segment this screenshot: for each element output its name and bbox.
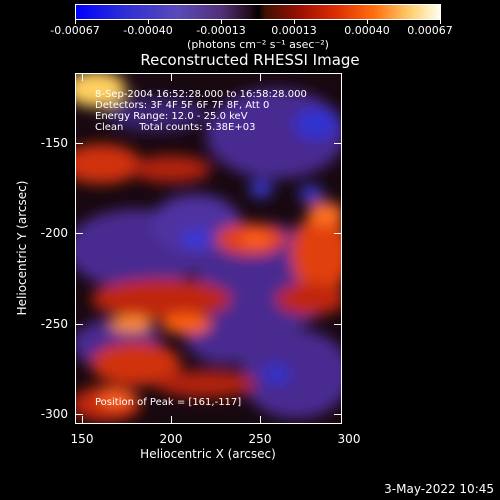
x-tick [260, 73, 261, 81]
image-title: Reconstructed RHESSI Image [140, 51, 360, 69]
colorbar-tick-label: -0.00040 [123, 24, 173, 37]
colorbar-tick [221, 20, 222, 24]
y-tick [75, 233, 83, 234]
y-tick [334, 414, 342, 415]
colorbar-tick [75, 20, 76, 24]
energy-range-text: Energy Range: 12.0 - 25.0 keV [95, 111, 248, 122]
colorbar-tick-label: 0.00013 [271, 24, 317, 37]
x-tick [260, 416, 261, 424]
colorbar-tick-label: 0.00040 [344, 24, 390, 37]
colorbar [75, 4, 441, 20]
x-tick [82, 73, 83, 81]
colorbar-tick-label: -0.00013 [196, 24, 246, 37]
y-tick [334, 233, 342, 234]
x-tick-label: 200 [159, 432, 183, 446]
detectors-text: Detectors: 3F 4F 5F 6F 7F 8F, Att 0 [95, 100, 270, 111]
x-tick [82, 416, 83, 424]
colorbar-tick [440, 20, 441, 24]
x-tick [171, 416, 172, 424]
colorbar-tick [294, 20, 295, 24]
y-tick-label: -250 [40, 317, 68, 331]
colorbar-tick [148, 20, 149, 24]
time-range-text: 8-Sep-2004 16:52:28.000 to 16:58:28.000 [95, 89, 307, 100]
y-tick-label: -200 [40, 226, 68, 240]
colorbar-tick-label: 0.00067 [407, 24, 453, 37]
x-tick [171, 73, 172, 81]
y-tick [75, 324, 83, 325]
rhessi-image [75, 73, 342, 424]
y-tick [334, 143, 342, 144]
y-tick [334, 324, 342, 325]
x-tick-label: 250 [248, 432, 272, 446]
peak-position-text: Position of Peak = [161,-117] [95, 397, 242, 408]
y-tick [75, 414, 83, 415]
colorbar-tick [367, 20, 368, 24]
y-axis-label: Heliocentric Y (arcsec) [15, 180, 29, 316]
colorbar-tick-label: -0.00067 [50, 24, 100, 37]
y-tick-label: -300 [40, 407, 68, 421]
y-tick [75, 143, 83, 144]
colorbar-units: (photons cm⁻² s⁻¹ asec⁻²) [187, 38, 329, 51]
method-counts-text: Clean Total counts: 5.38E+03 [95, 122, 256, 133]
y-tick-label: -150 [40, 136, 68, 150]
x-axis-label: Heliocentric X (arcsec) [140, 447, 276, 461]
x-tick-label: 150 [70, 432, 94, 446]
x-tick-label: 300 [337, 432, 361, 446]
timestamp: 3-May-2022 10:45 [384, 482, 494, 496]
